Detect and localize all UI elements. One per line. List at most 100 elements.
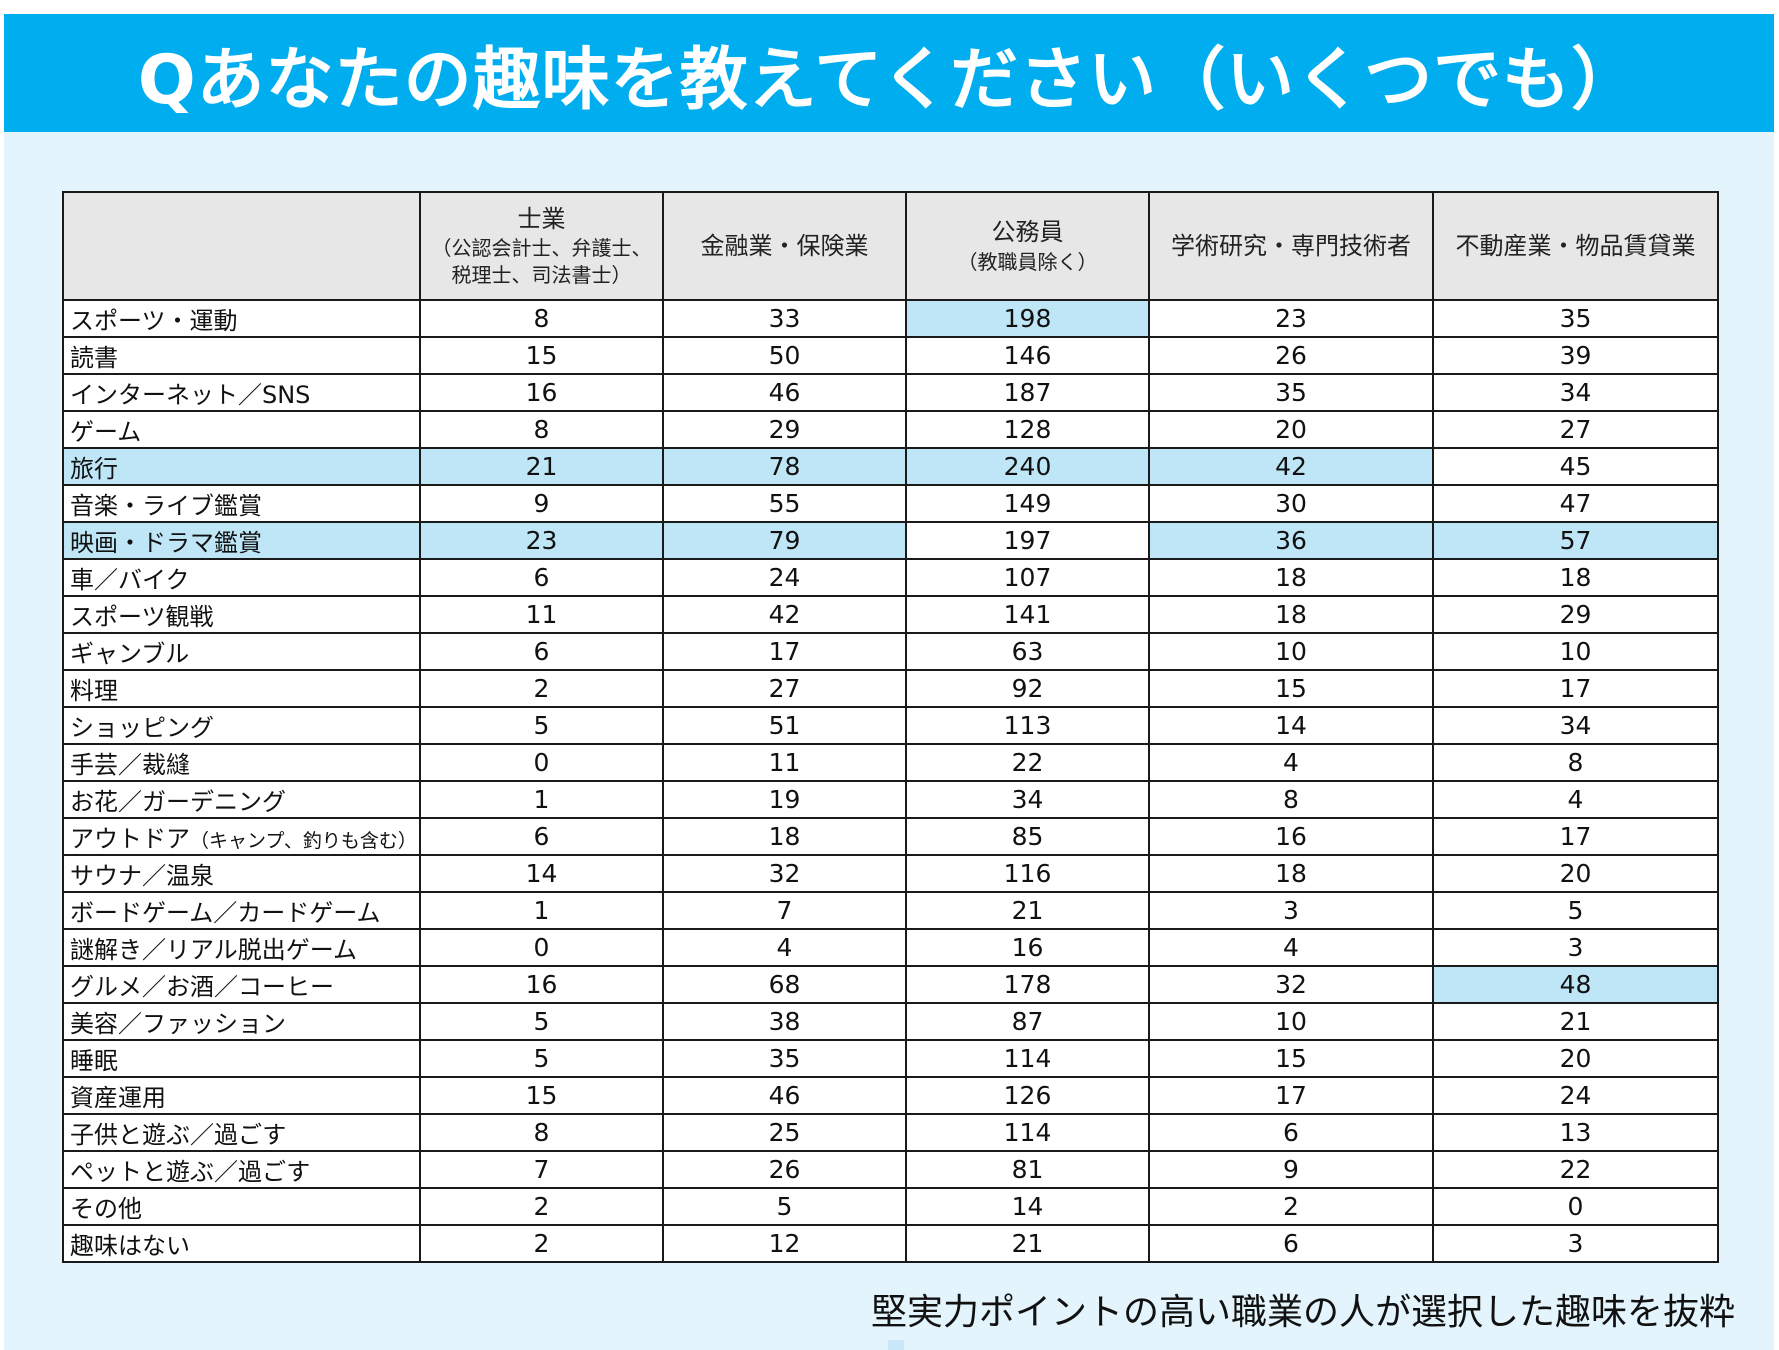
table-cell: 3 — [1148, 891, 1434, 930]
table-cell: 10 — [1148, 632, 1434, 671]
table-cell: 10 — [1432, 632, 1719, 671]
table-cell: 48 — [1432, 965, 1719, 1004]
table-cell: 149 — [905, 484, 1150, 523]
table-cell: 8 — [419, 299, 664, 338]
table-cell: 10 — [1148, 1002, 1434, 1041]
footnote: 堅実力ポイントの高い職業の人が選択した趣味を抜粋 — [870, 1292, 1735, 1333]
table-cell: 47 — [1432, 484, 1719, 523]
table-cell: 27 — [1432, 410, 1719, 449]
table-row: ショッピング 5 51 113 14 34 — [62, 706, 1719, 745]
column-header-main: 公務員 — [991, 218, 1064, 247]
table-cell: 21 — [1432, 1002, 1719, 1041]
row-label-text: ギャンブル — [70, 640, 190, 668]
header-row: 士業 （公認会計士、弁護士、 税理士、司法書士） 金融業・保険業 公務員 （教職… — [62, 191, 1719, 301]
column-header-main: 金融業・保険業 — [700, 231, 869, 260]
table-cell: 128 — [905, 410, 1150, 449]
table-cell: 13 — [1432, 1113, 1719, 1152]
row-label-text: ショッピング — [70, 714, 214, 742]
table-cell: 24 — [1432, 1076, 1719, 1115]
table-cell: 20 — [1148, 410, 1434, 449]
table-cell: 32 — [662, 854, 907, 893]
column-header-sub: 税理士、司法書士） — [451, 263, 632, 288]
table-cell: 4 — [662, 928, 907, 967]
table-cell: 39 — [1432, 336, 1719, 375]
table-row: アウトドア（キャンプ、釣りも含む） 6 18 85 16 17 — [62, 817, 1719, 856]
row-label-text: 料理 — [70, 677, 118, 705]
row-label: 旅行 — [62, 447, 421, 486]
table-cell: 5 — [419, 1039, 664, 1078]
table-row: その他 2 5 14 2 0 — [62, 1187, 1719, 1226]
row-label: 謎解き／リアル脱出ゲーム — [62, 928, 421, 967]
row-label: スポーツ観戦 — [62, 595, 421, 634]
table-cell: 17 — [1432, 817, 1719, 856]
row-label-text: 手芸／裁縫 — [70, 751, 190, 779]
table-cell: 16 — [419, 373, 664, 412]
table-cell: 29 — [1432, 595, 1719, 634]
row-label: 睡眠 — [62, 1039, 421, 1078]
table-cell: 2 — [419, 1224, 664, 1263]
table-cell: 34 — [1432, 373, 1719, 412]
table-row: 読書 15 50 146 26 39 — [62, 336, 1719, 375]
table-cell: 45 — [1432, 447, 1719, 486]
table-cell: 11 — [419, 595, 664, 634]
row-label-text: ボードゲーム／カードゲーム — [70, 899, 381, 927]
table-cell: 34 — [905, 780, 1150, 819]
hobby-table: 士業 （公認会計士、弁護士、 税理士、司法書士） 金融業・保険業 公務員 （教職… — [62, 191, 1719, 1263]
row-label: ショッピング — [62, 706, 421, 745]
corner-cell — [62, 191, 421, 301]
row-label: スポーツ・運動 — [62, 299, 421, 338]
table-cell: 63 — [905, 632, 1150, 671]
row-label-text: 旅行 — [70, 455, 118, 483]
table-cell: 87 — [905, 1002, 1150, 1041]
table-cell: 22 — [1432, 1150, 1719, 1189]
table-row: 映画・ドラマ鑑賞 23 79 197 36 57 — [62, 521, 1719, 560]
table-cell: 9 — [1148, 1150, 1434, 1189]
table-cell: 0 — [1432, 1187, 1719, 1226]
table-cell: 114 — [905, 1113, 1150, 1152]
column-header: 士業 （公認会計士、弁護士、 税理士、司法書士） — [419, 191, 664, 301]
table-cell: 27 — [662, 669, 907, 708]
table-cell: 116 — [905, 854, 1150, 893]
column-header: 学術研究・専門技術者 — [1148, 191, 1434, 301]
row-label-text: 子供と遊ぶ／過ごす — [70, 1121, 287, 1149]
table-cell: 126 — [905, 1076, 1150, 1115]
column-header-main: 不動産業・物品賃貸業 — [1455, 231, 1696, 260]
row-label: 美容／ファッション — [62, 1002, 421, 1041]
row-label: お花／ガーデニング — [62, 780, 421, 819]
table-cell: 6 — [419, 817, 664, 856]
table-cell: 0 — [419, 743, 664, 782]
table-row: 車／バイク 6 24 107 18 18 — [62, 558, 1719, 597]
table-cell: 30 — [1148, 484, 1434, 523]
table-row: 謎解き／リアル脱出ゲーム 0 4 16 4 3 — [62, 928, 1719, 967]
table-cell: 1 — [419, 780, 664, 819]
table-cell: 55 — [662, 484, 907, 523]
table-cell: 8 — [419, 1113, 664, 1152]
table-cell: 5 — [662, 1187, 907, 1226]
row-label: ゲーム — [62, 410, 421, 449]
row-label: サウナ／温泉 — [62, 854, 421, 893]
row-label: ボードゲーム／カードゲーム — [62, 891, 421, 930]
table-cell: 114 — [905, 1039, 1150, 1078]
row-label: アウトドア（キャンプ、釣りも含む） — [62, 817, 421, 856]
table-row: ボードゲーム／カードゲーム 1 7 21 3 5 — [62, 891, 1719, 930]
table-cell: 38 — [662, 1002, 907, 1041]
table-row: インターネット／SNS 16 46 187 35 34 — [62, 373, 1719, 412]
table-cell: 20 — [1432, 854, 1719, 893]
table-cell: 198 — [905, 299, 1150, 338]
row-label: 資産運用 — [62, 1076, 421, 1115]
table-container: 士業 （公認会計士、弁護士、 税理士、司法書士） 金融業・保険業 公務員 （教職… — [62, 191, 1719, 1263]
table-cell: 21 — [905, 891, 1150, 930]
table-cell: 18 — [662, 817, 907, 856]
table-cell: 0 — [419, 928, 664, 967]
table-cell: 51 — [662, 706, 907, 745]
column-header-main: 士業 — [517, 204, 566, 233]
column-header-sub: （教職員除く） — [957, 249, 1098, 274]
table-cell: 23 — [1148, 299, 1434, 338]
table-cell: 5 — [419, 1002, 664, 1041]
table-row: 手芸／裁縫 0 11 22 4 8 — [62, 743, 1719, 782]
table-cell: 68 — [662, 965, 907, 1004]
row-label-text: グルメ／お酒／コーヒー — [70, 973, 334, 1001]
table-cell: 26 — [1148, 336, 1434, 375]
table-cell: 6 — [1148, 1224, 1434, 1263]
table-cell: 18 — [1432, 558, 1719, 597]
